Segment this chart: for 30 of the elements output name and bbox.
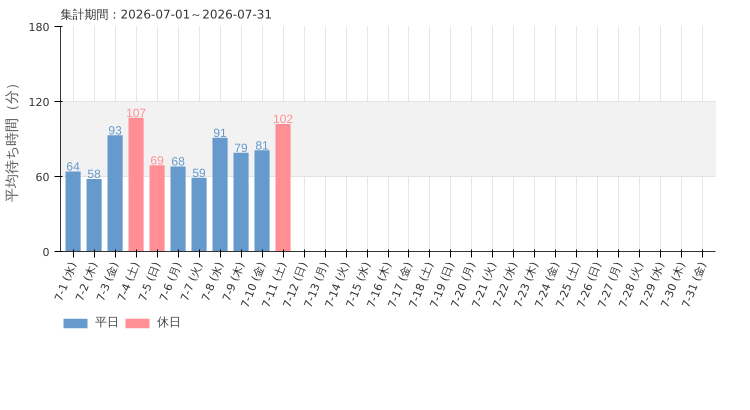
bar [108, 135, 123, 252]
bar [212, 138, 228, 252]
bar [233, 152, 249, 252]
y-tick-label: 120 [28, 96, 50, 109]
legend-label: 平日 [95, 314, 119, 331]
bar [128, 118, 144, 252]
data-label: 91 [213, 126, 228, 140]
bar [150, 165, 165, 252]
bar [170, 166, 186, 252]
y-tick-label: 180 [28, 21, 50, 34]
bar [254, 150, 270, 252]
data-label: 64 [66, 160, 80, 174]
data-label: 69 [150, 153, 164, 168]
data-label: 93 [108, 123, 122, 138]
data-label: 107 [126, 106, 146, 120]
data-label: 81 [255, 138, 270, 152]
bar [86, 179, 102, 252]
y-tick-label: 0 [42, 246, 50, 259]
y-tick-label: 60 [36, 171, 50, 184]
data-label: 68 [171, 154, 186, 168]
data-label: 59 [192, 166, 206, 180]
data-label: 79 [234, 140, 248, 155]
text: 集計期間：2026-07-01～2026-07-31 [60, 8, 272, 22]
bar [192, 178, 207, 252]
data-label: 102 [273, 112, 294, 126]
bar [66, 172, 81, 252]
legend-label: 休日 [157, 314, 181, 331]
data-label: 58 [87, 167, 102, 181]
bar [275, 124, 291, 252]
y-axis-title: 平均待ち時間（分） [4, 76, 21, 202]
